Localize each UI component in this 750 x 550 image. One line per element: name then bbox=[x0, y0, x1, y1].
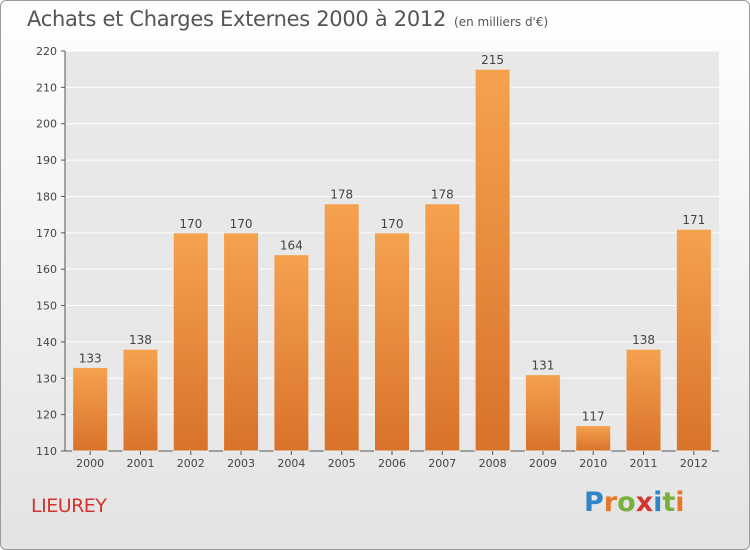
data-label: 215 bbox=[481, 53, 504, 67]
data-label: 170 bbox=[179, 217, 202, 231]
data-label: 170 bbox=[230, 217, 253, 231]
proxiti-logo: Proxiti bbox=[584, 487, 685, 518]
x-tick-label: 2009 bbox=[529, 457, 557, 470]
bar bbox=[122, 348, 159, 452]
x-tick-label: 2005 bbox=[328, 457, 356, 470]
unit-label: (en milliers d'€) bbox=[454, 15, 549, 29]
bar bbox=[474, 68, 511, 452]
x-tick-label: 2002 bbox=[177, 457, 205, 470]
logo-letter: x bbox=[635, 487, 654, 518]
y-tick-label: 200 bbox=[36, 118, 57, 131]
data-label: 178 bbox=[431, 188, 454, 202]
bar bbox=[172, 232, 209, 452]
bar bbox=[273, 254, 310, 452]
y-tick-label: 110 bbox=[36, 445, 57, 458]
logo-letter: t bbox=[662, 487, 676, 518]
bar bbox=[374, 232, 410, 452]
bar bbox=[223, 232, 260, 452]
bar bbox=[575, 425, 612, 452]
bar bbox=[524, 374, 561, 452]
bar bbox=[323, 203, 360, 452]
y-tick-label: 220 bbox=[36, 45, 57, 58]
bar bbox=[424, 203, 461, 452]
logo-letter: r bbox=[603, 487, 618, 518]
logo-letter: P bbox=[584, 487, 604, 518]
y-tick-label: 210 bbox=[36, 81, 57, 94]
logo-letter: i bbox=[653, 487, 663, 518]
x-tick-label: 2011 bbox=[630, 457, 658, 470]
data-label: 133 bbox=[79, 351, 102, 365]
data-label: 138 bbox=[129, 333, 152, 347]
data-label: 131 bbox=[531, 359, 554, 373]
x-tick-label: 2000 bbox=[76, 457, 104, 470]
x-tick-label: 2006 bbox=[378, 457, 406, 470]
y-tick-label: 190 bbox=[36, 154, 57, 167]
y-tick-label: 120 bbox=[36, 409, 57, 422]
y-tick-label: 130 bbox=[36, 372, 57, 385]
commune-name: LIEUREY bbox=[31, 495, 107, 517]
data-label: 171 bbox=[682, 213, 705, 227]
bar bbox=[625, 348, 662, 452]
bar bbox=[72, 366, 109, 452]
bar bbox=[675, 228, 712, 452]
y-tick-label: 140 bbox=[36, 336, 57, 349]
title-text: Achats et Charges Externes 2000 à 2012 bbox=[27, 7, 447, 31]
x-tick-label: 2010 bbox=[579, 457, 607, 470]
x-tick-label: 2004 bbox=[277, 457, 305, 470]
data-label: 178 bbox=[330, 188, 353, 202]
chart-title: Achats et Charges Externes 2000 à 2012 (e… bbox=[27, 7, 548, 31]
logo-letter: i bbox=[675, 487, 685, 518]
x-tick-label: 2003 bbox=[227, 457, 255, 470]
x-tick-label: 2007 bbox=[428, 457, 456, 470]
y-tick-label: 160 bbox=[36, 263, 57, 276]
y-tick-label: 150 bbox=[36, 300, 57, 313]
logo-letter: o bbox=[617, 487, 636, 518]
data-label: 138 bbox=[632, 333, 655, 347]
y-tick-label: 170 bbox=[36, 227, 57, 240]
data-label: 117 bbox=[582, 410, 605, 424]
x-tick-label: 2001 bbox=[126, 457, 154, 470]
y-tick-label: 180 bbox=[36, 190, 57, 203]
data-label: 164 bbox=[280, 239, 303, 253]
data-label: 170 bbox=[381, 217, 404, 231]
x-tick-label: 2008 bbox=[479, 457, 507, 470]
x-tick-label: 2012 bbox=[680, 457, 708, 470]
